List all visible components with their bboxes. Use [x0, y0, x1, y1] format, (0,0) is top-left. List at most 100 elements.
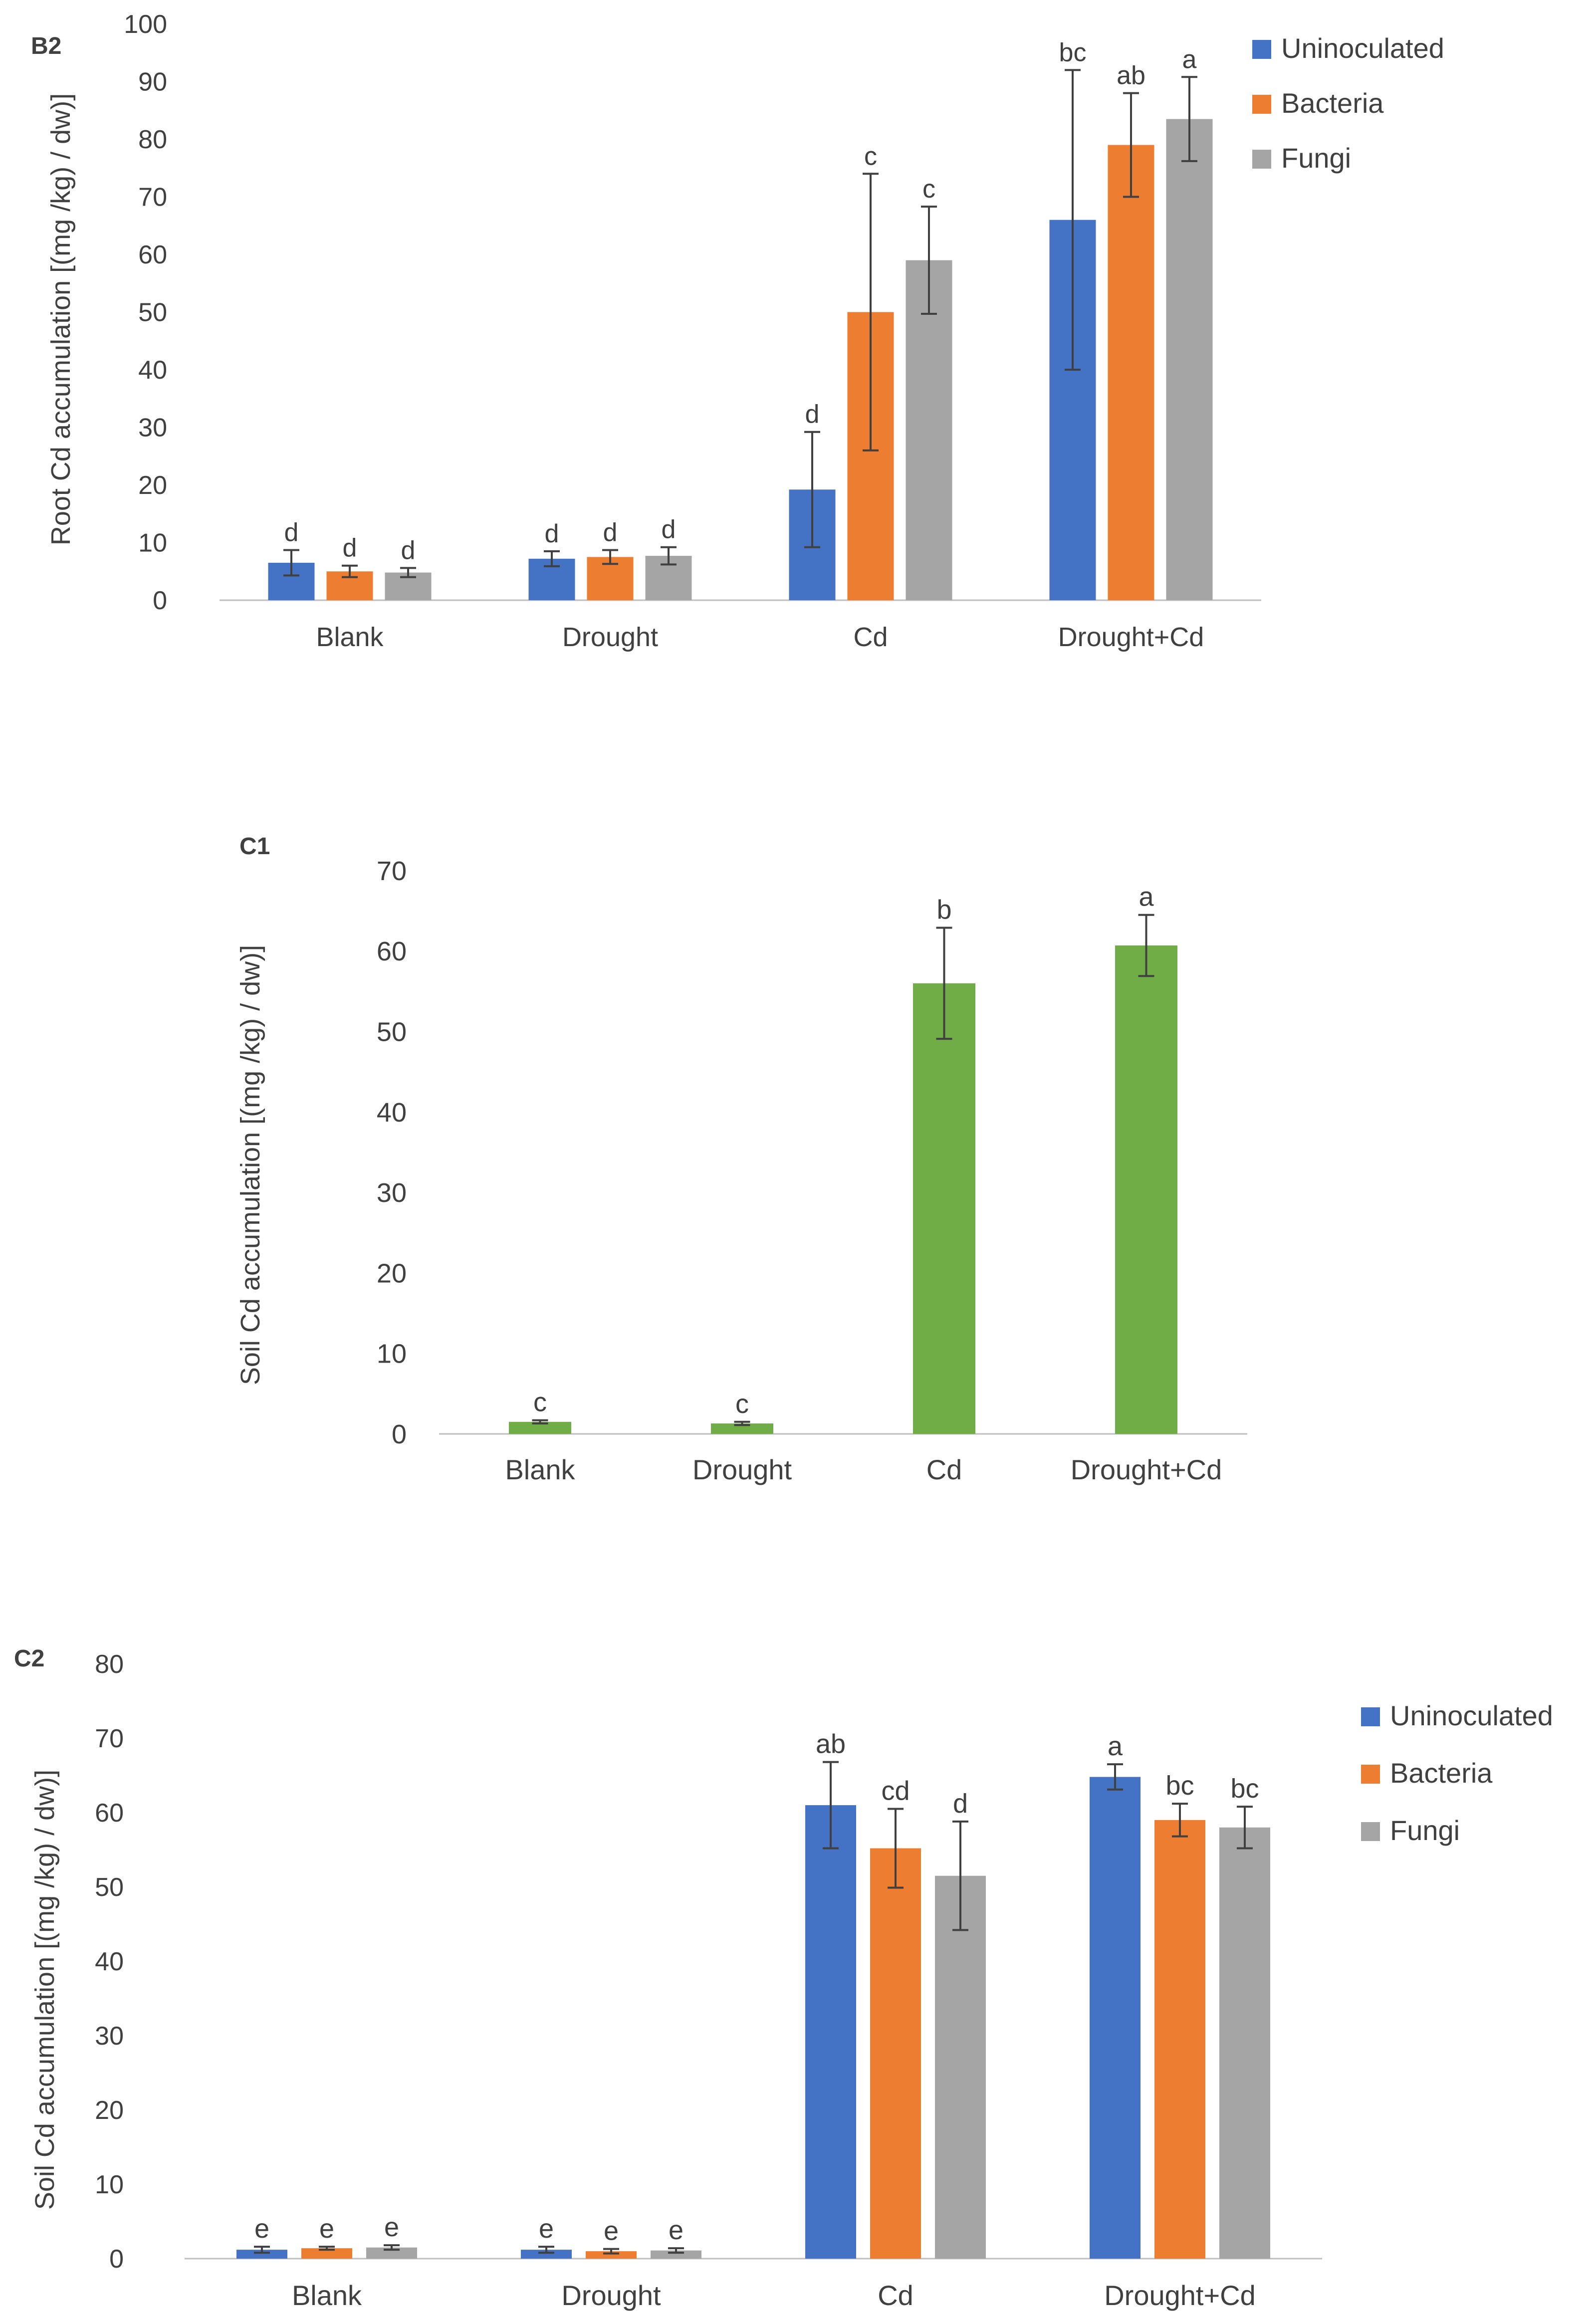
bar [805, 1805, 856, 2259]
y-tick-label: 100 [124, 10, 167, 39]
y-tick-label: 30 [95, 2022, 124, 2051]
y-tick-label: 20 [377, 1258, 407, 1288]
panel-label: C2 [14, 1645, 44, 1672]
significance-letter: c [864, 142, 877, 171]
x-tick-label: Cd [878, 2280, 913, 2311]
significance-letter: c [735, 1389, 749, 1419]
x-tick-label: Cd [926, 1454, 962, 1485]
y-tick-label: 60 [138, 240, 167, 269]
significance-letter: d [343, 534, 357, 563]
bar [906, 260, 952, 600]
significance-letter: c [922, 175, 935, 204]
significance-letter: d [545, 519, 559, 548]
significance-letter: e [604, 2216, 619, 2246]
y-tick-label: 30 [377, 1178, 407, 1208]
legend-swatch [1252, 95, 1271, 114]
significance-letter: ab [816, 1729, 846, 1759]
y-tick-label: 80 [95, 1650, 124, 1679]
bar [1154, 1820, 1205, 2259]
y-tick-label: 0 [109, 2245, 124, 2274]
significance-letter: d [953, 1789, 968, 1819]
x-tick-label: Blank [292, 2280, 362, 2311]
bar [236, 2250, 287, 2259]
bar [711, 1423, 773, 1434]
y-tick-labels: 0 10 20 30 40 50 60 70 80 90 100 [124, 10, 167, 615]
legend-swatch [1252, 150, 1271, 169]
y-tick-labels: 0 10 20 30 40 50 60 70 80 [95, 1650, 124, 2274]
y-tick-label: 10 [95, 2170, 124, 2199]
legend-label: Uninoculated [1390, 1700, 1553, 1731]
x-tick-label: Drought+Cd [1071, 1454, 1222, 1485]
bar [1108, 145, 1154, 600]
x-tick-label: Blank [316, 622, 384, 652]
y-tick-label: 40 [95, 1947, 124, 1976]
y-tick-label: 40 [377, 1098, 407, 1128]
y-tick-label: 60 [95, 1799, 124, 1828]
y-axis-label: Soil Cd accumulation [(mg /kg) / dw)] [30, 1770, 60, 2210]
bar [870, 1848, 921, 2259]
y-tick-label: 20 [138, 471, 167, 500]
bar [521, 2250, 572, 2259]
bar [301, 2248, 352, 2259]
y-axis-label: Root Cd accumulation [(mg /kg) / dw)] [46, 93, 76, 545]
significance-letter: b [936, 895, 951, 925]
y-tick-label: 90 [138, 68, 167, 97]
legend-label: Fungi [1281, 142, 1351, 174]
significance-letter: d [805, 400, 820, 429]
y-tick-label: 70 [95, 1724, 124, 1753]
y-tick-label: 70 [377, 856, 407, 886]
bars: e e e e e e ab cd d a bc bc [236, 1729, 1270, 2259]
legend: Uninoculated Bacteria Fungi [1252, 32, 1444, 174]
significance-letter: d [401, 536, 416, 565]
y-tick-label: 50 [95, 1873, 124, 1902]
panel-label: C1 [239, 833, 270, 860]
x-tick-label: Blank [505, 1454, 575, 1485]
y-tick-label: 0 [392, 1419, 407, 1449]
significance-letter: bc [1059, 38, 1087, 67]
x-tick-labels: Blank Drought Cd Drought+Cd [292, 2280, 1256, 2311]
significance-letter: a [1139, 882, 1154, 912]
y-tick-label: 50 [377, 1017, 407, 1047]
bar [1090, 1777, 1140, 2259]
y-tick-label: 10 [138, 529, 167, 558]
y-tick-label: 60 [377, 936, 407, 966]
chart-panel-b2: B2 Root Cd accumulation [(mg /kg) / dw)]… [31, 10, 1444, 652]
significance-letter: bc [1165, 1771, 1194, 1801]
panel-label: B2 [31, 33, 61, 59]
x-tick-label: Drought+Cd [1104, 2280, 1256, 2311]
legend-label: Fungi [1390, 1815, 1460, 1846]
significance-letter: e [384, 2212, 399, 2242]
legend-swatch [1252, 40, 1271, 59]
x-tick-label: Cd [853, 622, 888, 652]
legend-swatch [1361, 1822, 1380, 1841]
bar [913, 983, 975, 1434]
y-tick-label: 10 [377, 1339, 407, 1369]
bar [586, 2251, 637, 2259]
significance-letter: bc [1230, 1774, 1259, 1804]
bar [1115, 945, 1177, 1434]
significance-letter: d [603, 518, 618, 547]
y-tick-label: 80 [138, 125, 167, 154]
legend-swatch [1361, 1707, 1380, 1726]
significance-letter: a [1108, 1731, 1123, 1761]
x-tick-label: Drought [561, 2280, 661, 2311]
bar [651, 2250, 701, 2259]
bar [366, 2247, 417, 2259]
y-axis-label: Soil Cd accumulation [(mg /kg) / dw)] [235, 945, 265, 1385]
x-tick-label: Drought [692, 1454, 792, 1485]
y-tick-label: 20 [95, 2096, 124, 2125]
chart-panel-c1: C1 Soil Cd accumulation [(mg /kg) / dw)]… [235, 833, 1247, 1485]
x-tick-label: Drought+Cd [1058, 622, 1204, 652]
legend: Uninoculated Bacteria Fungi [1361, 1700, 1553, 1846]
y-tick-label: 70 [138, 183, 167, 212]
y-tick-label: 40 [138, 356, 167, 385]
x-tick-label: Drought [562, 622, 658, 652]
chart-panel-c2: C2 Soil Cd accumulation [(mg /kg) / dw)]… [14, 1645, 1553, 2311]
x-tick-labels: Blank Drought Cd Drought+Cd [505, 1454, 1222, 1485]
legend-label: Uninoculated [1281, 32, 1444, 64]
x-tick-labels: Blank Drought Cd Drought+Cd [316, 622, 1204, 652]
significance-letter: ab [1117, 61, 1145, 90]
legend-label: Bacteria [1281, 87, 1384, 119]
significance-letter: c [533, 1388, 547, 1417]
